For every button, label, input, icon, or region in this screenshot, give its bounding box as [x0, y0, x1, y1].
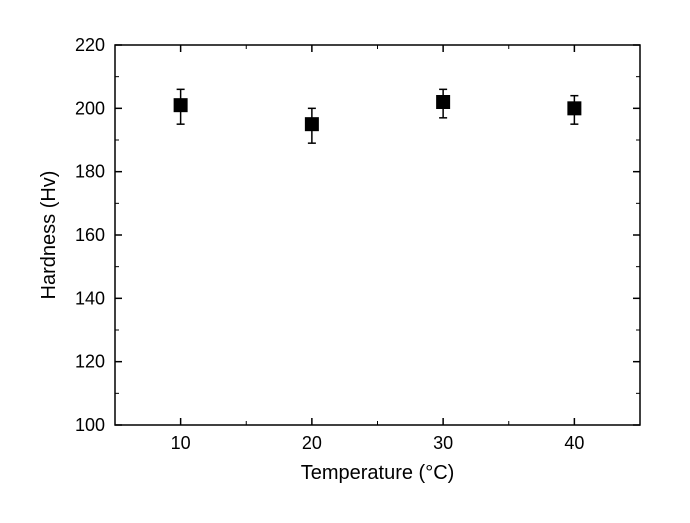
chart-svg: 10 20 30 40 100 120 140 160 180 200 220 Temperature…	[0, 0, 690, 523]
x-tick-label: 10	[171, 433, 191, 453]
y-tick-label: 220	[75, 35, 105, 55]
y-tick-label: 120	[75, 352, 105, 372]
hardness-temperature-chart: 10 20 30 40 100 120 140 160 180 200 220 Temperature…	[0, 0, 690, 523]
y-tick-label: 200	[75, 98, 105, 118]
x-tick-label: 20	[302, 433, 322, 453]
x-axis-label: Temperature (°C)	[301, 462, 455, 484]
y-tick-label: 180	[75, 162, 105, 182]
y-tick-label: 140	[75, 288, 105, 308]
x-tick-label: 30	[433, 433, 453, 453]
data-point	[305, 117, 319, 131]
y-tick-label: 160	[75, 225, 105, 245]
y-tick-label: 100	[75, 415, 105, 435]
data-point	[567, 101, 581, 115]
data-point	[174, 98, 188, 112]
x-tick-label: 40	[564, 433, 584, 453]
y-axis-label: Hardness (Hv)	[38, 171, 60, 300]
data-point	[436, 95, 450, 109]
